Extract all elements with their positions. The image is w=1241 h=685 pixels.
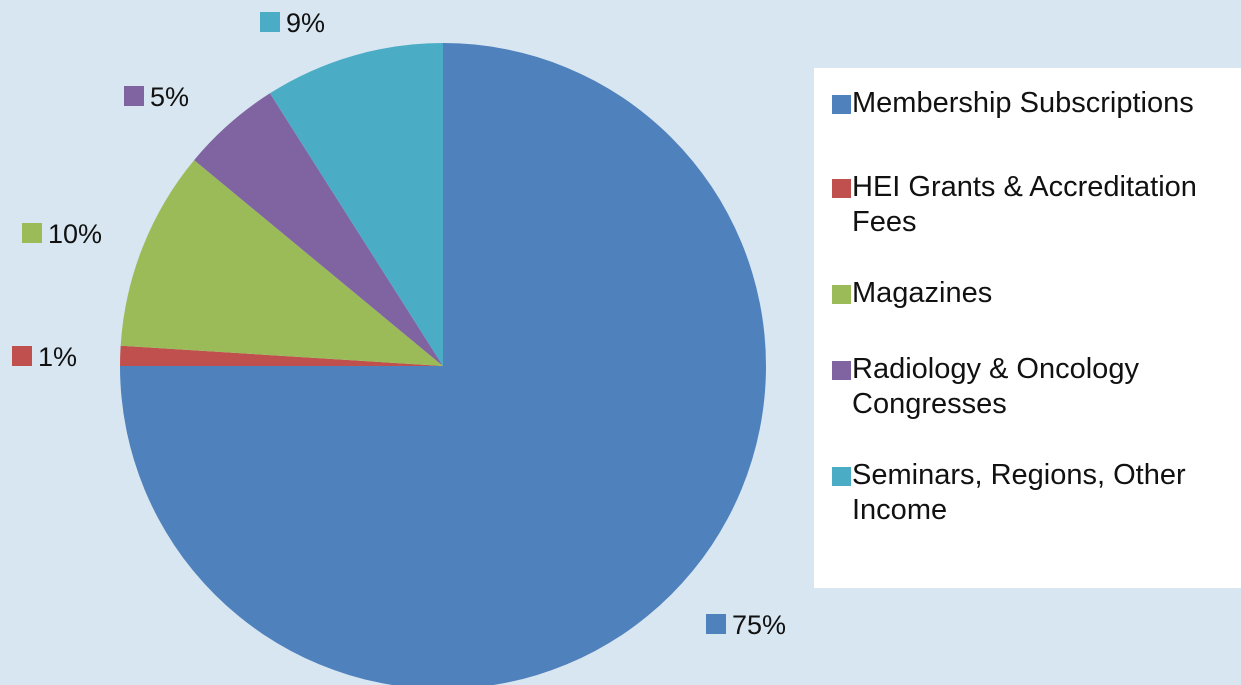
legend-swatch	[832, 361, 851, 380]
data-label-swatch	[12, 346, 32, 366]
data-label-text: 1%	[38, 342, 77, 372]
data-label-swatch	[22, 223, 42, 243]
pie-slice-magazines	[120, 160, 443, 366]
data-label-swatch	[706, 614, 726, 634]
legend-swatch	[832, 179, 851, 198]
data-label-text: 5%	[150, 82, 189, 112]
data-label-text: 9%	[286, 8, 325, 38]
pie-slices	[120, 43, 766, 685]
pie-data-labels: 75% 1% 10% 5% 9%	[12, 8, 786, 640]
legend-swatch	[832, 285, 851, 304]
chart-legend: Membership Subscriptions HEI Grants & Ac…	[814, 68, 1241, 588]
pie-slice-hei-grants-accreditation-fees	[120, 345, 443, 366]
pie-slice-radiology-oncology-congresses	[194, 93, 443, 366]
data-label-swatch	[124, 86, 144, 106]
legend-label: Radiology & Oncology Congresses	[852, 353, 1139, 420]
legend-label: HEI Grants & Accreditation Fees	[852, 171, 1197, 238]
data-label-text: 75%	[732, 610, 786, 640]
legend-label: Seminars, Regions, Other Income	[852, 459, 1186, 526]
legend-label: Magazines	[852, 277, 993, 309]
legend-swatch	[832, 467, 851, 486]
legend-swatch	[832, 95, 851, 114]
data-label-swatch	[260, 12, 280, 32]
legend-label: Membership Subscriptions	[852, 87, 1194, 119]
data-label-text: 10%	[48, 219, 102, 249]
pie-slice-seminars-regions-other-income	[269, 43, 443, 366]
